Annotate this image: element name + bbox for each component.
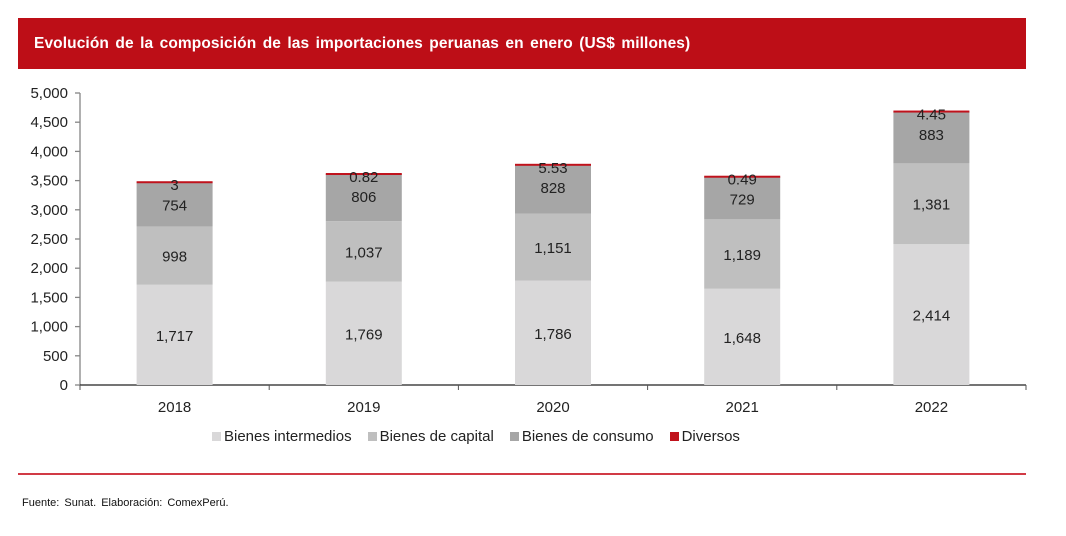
x-tick-label: 2020: [536, 399, 569, 416]
data-labels: 1,717 998 754 3 1,769 1,037 806 0.82 1,786 1,151 8…: [156, 107, 950, 347]
data-label-diversos: 4.45: [917, 107, 946, 124]
legend-swatch-bienes-capital: [367, 432, 377, 441]
legend-item-bienes-intermedios: Bienes intermedios: [212, 428, 352, 445]
bar-bienes-de-consumo-2019: [325, 174, 402, 222]
bar-bienes-de-consumo-2021: [704, 176, 781, 220]
y-tick-label: 500: [43, 348, 68, 365]
data-label-diversos: 5.53: [538, 160, 567, 177]
data-label-diversos: 0.82: [349, 169, 378, 186]
bar-bienes-de-capital-2018: [136, 226, 213, 285]
legend-item-diversos: Diversos: [669, 428, 740, 445]
data-label-bienes-de-consumo: 806: [351, 189, 376, 206]
data-label-diversos: 0.49: [728, 172, 757, 189]
chart-title-banner: Evolución de la composición de las impor…: [18, 18, 1026, 69]
data-label-bienes-de-capital: 1,037: [345, 244, 383, 261]
bar-bienes-intermedios-2018: [136, 284, 213, 385]
data-label-bienes-intermedios: 1,786: [534, 326, 572, 343]
y-tick-label: 2,000: [30, 260, 68, 277]
bar-bienes-de-consumo-2020: [515, 165, 591, 214]
legend-swatch-bienes-consumo: [509, 432, 519, 441]
x-axis: 2018 2019 2020 2021 2022: [79, 384, 1027, 416]
y-tick-label: 3,500: [30, 173, 68, 190]
legend-label: Bienes de consumo: [521, 428, 654, 445]
bar-diversos-2019: [325, 173, 402, 176]
bar-bienes-de-consumo-2018: [136, 182, 213, 227]
legend-swatch-bienes-intermedios: [212, 432, 221, 441]
data-label-bienes-de-capital: 1,381: [913, 197, 951, 214]
bar-bienes-de-capital-2021: [704, 219, 781, 289]
source-note: Fuente: Sunat. Elaboración: ComexPerú.: [22, 497, 229, 509]
y-tick-label: 4,500: [30, 114, 68, 131]
chart-title: Evolución de la composición de las impor…: [34, 35, 691, 52]
bar-diversos-2018: [136, 181, 213, 184]
footer-divider: [18, 473, 1026, 475]
x-tick-label: 2018: [158, 399, 191, 416]
bar-bienes-de-consumo-2022: [893, 111, 970, 164]
data-label-bienes-de-capital: 998: [162, 249, 187, 266]
y-tick-label: 2,500: [30, 231, 68, 248]
stacked-bar-chart: 0 500 1,000 1,500 2,000 2,500 3,000 3,500 4,000 4…: [30, 85, 1027, 416]
data-label-bienes-de-consumo: 729: [730, 192, 755, 209]
legend-label: Bienes de capital: [379, 428, 494, 445]
y-tick-label: 3,000: [30, 202, 68, 219]
bar-bienes-intermedios-2020: [515, 280, 591, 385]
legend: Bienes intermedios Bienes de capital Bie…: [212, 428, 756, 445]
legend-label: Bienes intermedios: [224, 428, 352, 445]
y-tick-label: 0: [60, 377, 68, 394]
data-label-bienes-intermedios: 1,648: [723, 330, 761, 347]
data-label-bienes-de-consumo: 828: [540, 180, 565, 197]
data-label-bienes-de-capital: 1,189: [723, 247, 761, 264]
bar-diversos-2020: [515, 163, 591, 166]
bar-bienes-intermedios-2019: [325, 281, 402, 385]
data-label-diversos: 3: [170, 177, 178, 194]
data-label-bienes-intermedios: 1,769: [345, 326, 383, 343]
bar-bienes-de-capital-2022: [893, 163, 970, 245]
legend-swatch-diversos: [669, 432, 679, 441]
x-tick-label: 2021: [726, 399, 759, 416]
data-label-bienes-de-capital: 1,151: [534, 240, 572, 257]
bar-diversos-2022: [893, 110, 970, 113]
x-tick-label: 2022: [915, 399, 948, 416]
bar-bienes-intermedios-2021: [704, 288, 781, 385]
bar-bienes-intermedios-2022: [893, 244, 970, 385]
legend-item-bienes-consumo: Bienes de consumo: [509, 428, 654, 445]
x-tick-label: 2019: [347, 399, 380, 416]
data-label-bienes-de-consumo: 754: [162, 197, 187, 214]
legend-label: Diversos: [681, 428, 740, 445]
legend-item-bienes-capital: Bienes de capital: [367, 428, 494, 445]
y-axis: 0 500 1,000 1,500 2,000 2,500 3,000 3,500 4,000 4…: [30, 85, 81, 394]
y-tick-label: 1,500: [30, 289, 68, 306]
bars: [136, 110, 970, 385]
bar-bienes-de-capital-2020: [515, 213, 591, 281]
data-label-bienes-intermedios: 1,717: [156, 328, 194, 345]
y-tick-label: 4,000: [30, 143, 68, 160]
data-label-bienes-intermedios: 2,414: [913, 308, 951, 325]
y-tick-label: 5,000: [30, 85, 68, 102]
y-tick-label: 1,000: [30, 319, 68, 336]
bar-diversos-2021: [704, 175, 781, 178]
data-label-bienes-de-consumo: 883: [919, 127, 944, 144]
bar-bienes-de-capital-2019: [325, 221, 402, 282]
